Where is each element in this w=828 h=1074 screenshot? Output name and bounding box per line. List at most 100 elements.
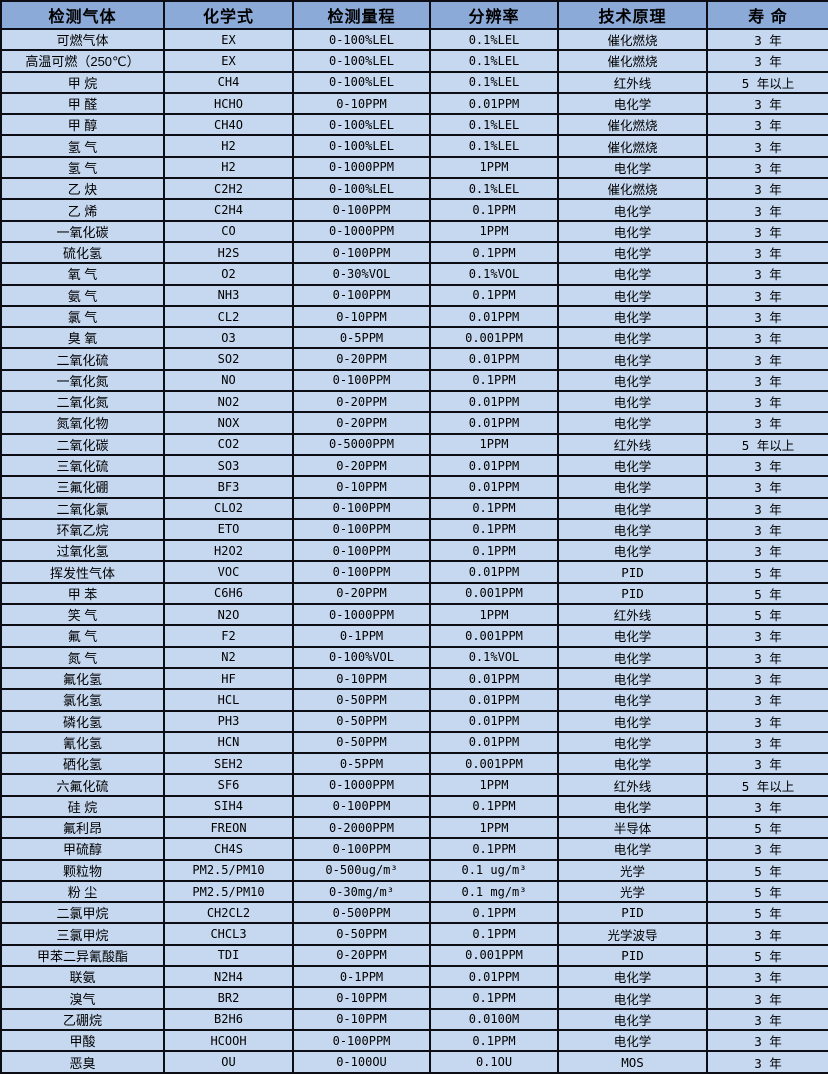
- life-cell: 3 年: [706, 368, 828, 393]
- gas-name-cell: 恶臭: [0, 1050, 165, 1074]
- table-row: 氟 气 F2 0-1PPM 0.001PPM 电化学 3 年: [0, 624, 828, 648]
- range-cell: 0-50PPM: [292, 688, 431, 712]
- range-cell: 0-100PPM: [292, 539, 431, 563]
- gas-name-cell: 氢 气: [0, 134, 165, 158]
- range-cell: 0-10PPM: [292, 304, 431, 329]
- life-cell: 3 年: [706, 155, 828, 180]
- resolution-cell: 0.1PPM: [429, 837, 559, 861]
- resolution-cell: 0.1%LEL: [429, 113, 559, 137]
- life-cell: 3 年: [706, 666, 828, 691]
- table-row: 过氧化氢 H2O2 0-100PPM 0.1PPM 电化学 3 年: [0, 539, 828, 563]
- range-cell: 0-10PPM: [292, 1007, 431, 1031]
- gas-name-cell: 高温可燃（250℃）: [0, 49, 165, 73]
- range-cell: 0-100PPM: [292, 1028, 431, 1053]
- table-row: 氯 气 CL2 0-10PPM 0.01PPM 电化学 3 年: [0, 304, 828, 329]
- formula-cell: TDI: [163, 943, 294, 968]
- table-row: 高温可燃（250℃） EX 0-100%LEL 0.1%LEL 催化燃烧 3 年: [0, 49, 828, 73]
- formula-cell: HF: [163, 666, 294, 691]
- formula-cell: H2S: [163, 240, 294, 265]
- range-cell: 0-20PPM: [292, 581, 431, 606]
- table-row: 磷化氢 PH3 0-50PPM 0.01PPM 电化学 3 年: [0, 709, 828, 733]
- range-cell: 0-5PPM: [292, 326, 431, 350]
- range-cell: 0-5PPM: [292, 752, 431, 776]
- gas-name-cell: 氯化氢: [0, 688, 165, 712]
- principle-cell: MOS: [557, 1050, 708, 1074]
- formula-cell: SIH4: [163, 794, 294, 818]
- resolution-cell: 0.01PPM: [429, 965, 559, 989]
- life-cell: 3 年: [706, 1007, 828, 1031]
- resolution-cell: 0.1%VOL: [429, 262, 559, 286]
- gas-name-cell: 颗粒物: [0, 858, 165, 882]
- table-row: 氮 气 N2 0-100%VOL 0.1%VOL 电化学 3 年: [0, 645, 828, 669]
- gas-name-cell: 二氯甲烷: [0, 901, 165, 925]
- life-cell: 3 年: [706, 411, 828, 435]
- principle-cell: 电化学: [557, 752, 708, 776]
- principle-cell: 半导体: [557, 815, 708, 840]
- principle-cell: PID: [557, 581, 708, 606]
- principle-cell: PID: [557, 560, 708, 584]
- table-row: 硫化氢 H2S 0-100PPM 0.1PPM 电化学 3 年: [0, 240, 828, 265]
- resolution-cell: 0.01PPM: [429, 453, 559, 478]
- life-cell: 3 年: [706, 304, 828, 329]
- formula-cell: CH4: [163, 70, 294, 94]
- principle-cell: 电化学: [557, 794, 708, 818]
- range-cell: 0-5000PPM: [292, 432, 431, 456]
- formula-cell: H2: [163, 155, 294, 180]
- gas-name-cell: 乙 烯: [0, 198, 165, 222]
- life-cell: 3 年: [706, 1050, 828, 1074]
- gas-name-cell: 笑 气: [0, 603, 165, 627]
- range-cell: 0-20PPM: [292, 411, 431, 435]
- range-cell: 0-10PPM: [292, 91, 431, 116]
- gas-name-cell: 六氟化硫: [0, 773, 165, 797]
- principle-cell: 电化学: [557, 496, 708, 520]
- formula-cell: C2H2: [163, 177, 294, 201]
- life-cell: 3 年: [706, 965, 828, 989]
- life-cell: 3 年: [706, 453, 828, 478]
- principle-cell: 电化学: [557, 539, 708, 563]
- table-row: 二氯甲烷 CH2CL2 0-500PPM 0.1PPM PID 5 年: [0, 901, 828, 925]
- gas-name-cell: 甲 醇: [0, 113, 165, 137]
- resolution-cell: 0.01PPM: [429, 91, 559, 116]
- formula-cell: BF3: [163, 475, 294, 499]
- gas-name-cell: 二氧化氯: [0, 496, 165, 520]
- range-cell: 0-500PPM: [292, 901, 431, 925]
- range-cell: 0-100PPM: [292, 283, 431, 307]
- range-cell: 0-100%LEL: [292, 177, 431, 201]
- principle-cell: 电化学: [557, 1007, 708, 1031]
- life-cell: 3 年: [706, 27, 828, 52]
- table-row: 氢 气 H2 0-1000PPM 1PPM 电化学 3 年: [0, 155, 828, 180]
- life-cell: 3 年: [706, 91, 828, 116]
- gas-name-cell: 联氨: [0, 965, 165, 989]
- range-cell: 0-100PPM: [292, 198, 431, 222]
- formula-cell: BR2: [163, 986, 294, 1010]
- formula-cell: CO2: [163, 432, 294, 456]
- formula-cell: CH2CL2: [163, 901, 294, 925]
- resolution-cell: 0.01PPM: [429, 475, 559, 499]
- principle-cell: 电化学: [557, 688, 708, 712]
- gas-name-cell: 氨 气: [0, 283, 165, 307]
- resolution-cell: 0.01PPM: [429, 666, 559, 691]
- gas-name-cell: 二氧化碳: [0, 432, 165, 456]
- life-cell: 3 年: [706, 347, 828, 371]
- life-cell: 3 年: [706, 752, 828, 776]
- principle-cell: 红外线: [557, 603, 708, 627]
- life-cell: 5 年: [706, 879, 828, 904]
- resolution-cell: 1PPM: [429, 815, 559, 840]
- life-cell: 3 年: [706, 475, 828, 499]
- resolution-cell: 0.1PPM: [429, 283, 559, 307]
- gas-name-cell: 氯 气: [0, 304, 165, 329]
- range-cell: 0-100PPM: [292, 560, 431, 584]
- formula-cell: NO2: [163, 390, 294, 414]
- gas-name-cell: 三氧化硫: [0, 453, 165, 478]
- resolution-cell: 0.1OU: [429, 1050, 559, 1074]
- table-row: 恶臭 OU 0-100OU 0.1OU MOS 3 年: [0, 1050, 828, 1074]
- range-cell: 0-100PPM: [292, 240, 431, 265]
- range-cell: 0-100PPM: [292, 496, 431, 520]
- formula-cell: CLO2: [163, 496, 294, 520]
- principle-cell: 电化学: [557, 475, 708, 499]
- gas-name-cell: 氢 气: [0, 155, 165, 180]
- principle-cell: 电化学: [557, 645, 708, 669]
- table-row: 氨 气 NH3 0-100PPM 0.1PPM 电化学 3 年: [0, 283, 828, 307]
- resolution-cell: 0.1%LEL: [429, 134, 559, 158]
- principle-cell: 电化学: [557, 1028, 708, 1053]
